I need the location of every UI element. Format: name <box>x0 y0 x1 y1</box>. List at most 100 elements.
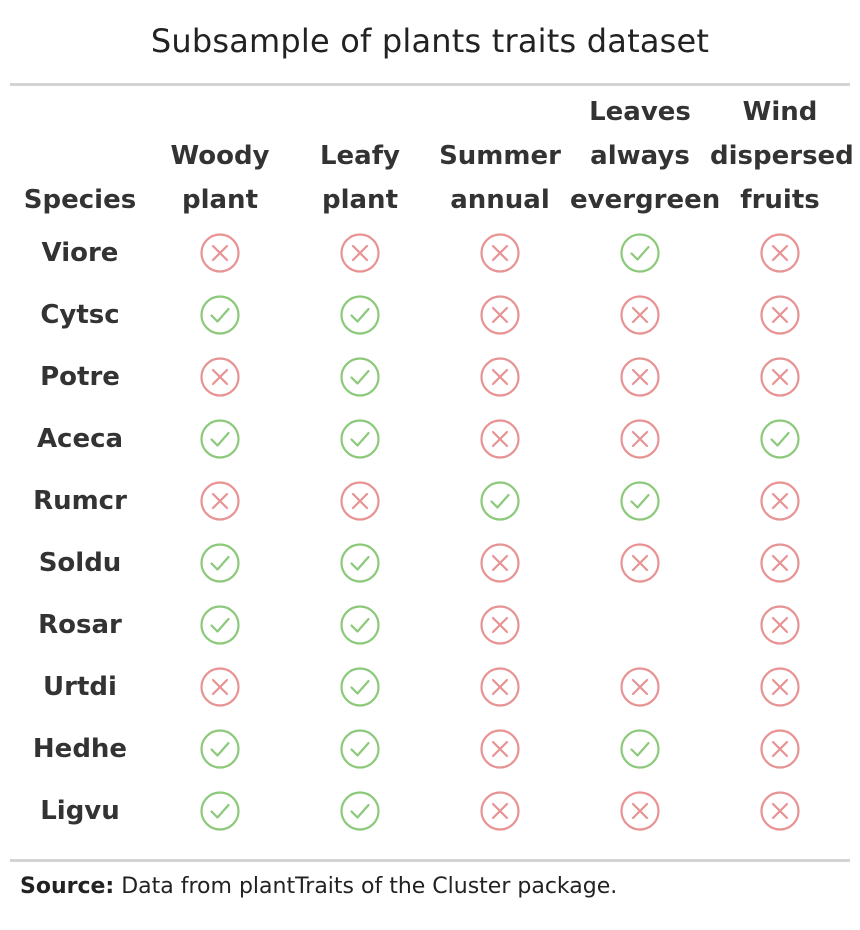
source-text: Data from plantTraits of the Cluster pac… <box>114 874 618 899</box>
table-row: Hedhe <box>10 718 850 780</box>
trait-cell-evergreen <box>570 718 710 780</box>
column-header-line: Leafy <box>319 141 400 171</box>
trait-cell-wind <box>710 222 850 284</box>
trait-cell-summer <box>430 594 570 656</box>
header-row: Species Woody plant Leafy plant Summer annual L… <box>10 90 854 222</box>
check-circle-icon <box>340 667 380 707</box>
table-row: Ligvu <box>10 780 850 842</box>
table-row: Aceca <box>10 408 850 470</box>
trait-cell-leafy <box>290 656 430 718</box>
chart-title: Subsample of plants traits dataset <box>150 22 710 60</box>
trait-cell-summer <box>430 718 570 780</box>
x-circle-icon <box>480 791 520 831</box>
trait-cell-summer <box>430 284 570 346</box>
column-header-leafy: Leafy plant <box>290 90 430 222</box>
check-circle-icon <box>200 605 240 645</box>
check-circle-icon <box>620 481 660 521</box>
column-header-line: plant <box>321 185 398 215</box>
x-circle-icon <box>200 481 240 521</box>
x-circle-icon <box>620 357 660 397</box>
trait-cell-evergreen <box>570 656 710 718</box>
x-circle-icon <box>760 729 800 769</box>
species-cell: Aceca <box>36 424 124 454</box>
x-circle-icon <box>620 667 660 707</box>
x-circle-icon <box>480 419 520 459</box>
table-row: Cytsc <box>10 284 850 346</box>
x-circle-icon <box>480 605 520 645</box>
check-circle-icon <box>620 729 660 769</box>
column-header-line: Species <box>23 185 137 215</box>
trait-cell-leafy <box>290 532 430 594</box>
column-header-line: plant <box>181 185 258 215</box>
trait-cell-leafy <box>290 284 430 346</box>
x-circle-icon <box>760 295 800 335</box>
species-cell: Viore <box>41 238 119 268</box>
trait-cell-wind <box>710 284 850 346</box>
table-row: Rosar <box>10 594 850 656</box>
trait-cell-woody <box>150 532 290 594</box>
trait-cell-wind <box>710 346 850 408</box>
check-circle-icon <box>340 729 380 769</box>
x-circle-icon <box>480 233 520 273</box>
trait-cell-leafy <box>290 780 430 842</box>
x-circle-icon <box>480 357 520 397</box>
column-header-wind: Wind dispersed fruits <box>710 90 854 222</box>
x-circle-icon <box>200 667 240 707</box>
trait-cell-leafy <box>290 470 430 532</box>
check-circle-icon <box>200 419 240 459</box>
check-circle-icon <box>620 233 660 273</box>
trait-cell-evergreen <box>570 532 710 594</box>
trait-cell-summer <box>430 346 570 408</box>
x-circle-icon <box>480 667 520 707</box>
trait-cell-evergreen <box>570 222 710 284</box>
source-label: Source: <box>20 874 115 899</box>
x-circle-icon <box>760 605 800 645</box>
x-circle-icon <box>760 791 800 831</box>
column-header-line: always <box>590 141 690 171</box>
x-circle-icon <box>760 357 800 397</box>
column-header-line: Summer <box>439 141 561 171</box>
check-circle-icon <box>480 481 520 521</box>
check-circle-icon <box>340 357 380 397</box>
x-circle-icon <box>760 543 800 583</box>
species-cell: Cytsc <box>40 300 120 330</box>
trait-cell-wind <box>710 532 850 594</box>
trait-cell-evergreen <box>570 408 710 470</box>
trait-cell-woody <box>150 780 290 842</box>
table-row: Rumcr <box>10 470 850 532</box>
table-row: Viore <box>10 222 850 284</box>
x-circle-icon <box>340 481 380 521</box>
table-row: Urtdi <box>10 656 850 718</box>
trait-cell-wind <box>710 780 850 842</box>
x-circle-icon <box>200 357 240 397</box>
traits-table: Species Woody plant Leafy plant Summer annual L… <box>10 90 854 842</box>
trait-cell-woody <box>150 718 290 780</box>
table-row: Potre <box>10 346 850 408</box>
x-circle-icon <box>340 233 380 273</box>
column-header-line: Leaves <box>589 97 691 127</box>
column-header-line: evergreen <box>570 185 721 215</box>
trait-cell-evergreen <box>570 780 710 842</box>
trait-cell-wind <box>710 408 850 470</box>
column-header-line: dispersed <box>710 141 854 171</box>
trait-cell-summer <box>430 470 570 532</box>
check-circle-icon <box>340 791 380 831</box>
trait-cell-leafy <box>290 718 430 780</box>
species-cell: Rumcr <box>33 486 127 516</box>
trait-cell-woody <box>150 656 290 718</box>
check-circle-icon <box>760 419 800 459</box>
trait-cell-leafy <box>290 222 430 284</box>
trait-cell-evergreen <box>570 470 710 532</box>
column-header-line: Wind <box>742 97 818 127</box>
column-header-summer: Summer annual <box>430 90 570 222</box>
trait-cell-summer <box>430 532 570 594</box>
check-circle-icon <box>340 605 380 645</box>
bottom-rule <box>10 859 850 862</box>
species-cell: Soldu <box>38 548 122 578</box>
trait-cell-leafy <box>290 408 430 470</box>
species-cell: Potre <box>40 362 120 392</box>
column-header-woody: Woody plant <box>150 90 290 222</box>
trait-cell-woody <box>150 594 290 656</box>
trait-cell-leafy <box>290 346 430 408</box>
x-circle-icon <box>480 543 520 583</box>
